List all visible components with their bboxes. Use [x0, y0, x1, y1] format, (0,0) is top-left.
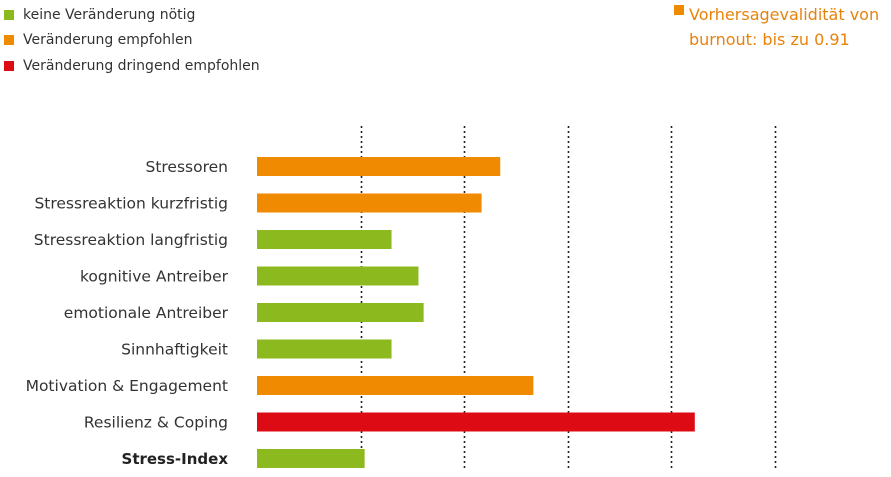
bar	[257, 266, 419, 286]
category-label: Motivation & Engagement	[26, 377, 228, 395]
legend-swatch	[4, 60, 14, 71]
category-label: Stress-Index	[122, 450, 229, 468]
category-label: Resilienz & Coping	[84, 414, 228, 432]
legend-item: keine Veränderung nötig	[4, 2, 260, 28]
category-label: kognitive Antreiber	[80, 268, 229, 286]
bar	[257, 449, 365, 468]
note-text: Vorhersagevalidität von burnout: bis zu …	[689, 5, 880, 49]
bar	[257, 230, 392, 249]
category-label: emotionale Antreiber	[64, 304, 229, 322]
legend-label: Veränderung empfohlen	[23, 32, 193, 49]
category-label: Stressreaktion kurzfristig	[34, 195, 228, 213]
legend-label: Veränderung dringend empfohlen	[23, 57, 260, 74]
bar	[257, 339, 392, 359]
category-label: Stressoren	[145, 158, 228, 176]
legend-item: Veränderung empfohlen	[4, 28, 260, 54]
note-swatch	[674, 5, 684, 15]
bar	[257, 376, 534, 395]
bar	[257, 412, 695, 432]
legend: keine Veränderung nötig Veränderung empfo…	[4, 2, 260, 79]
bar	[257, 157, 501, 176]
category-label: Stressreaktion langfristig	[34, 231, 228, 249]
legend-swatch	[4, 9, 14, 20]
bar	[257, 193, 482, 213]
legend-swatch	[4, 35, 14, 46]
legend-item: Veränderung dringend empfohlen	[4, 53, 260, 79]
validity-note: Vorhersagevalidität von burnout: bis zu …	[670, 2, 888, 52]
category-label: Sinnhaftigkeit	[121, 341, 228, 359]
legend-label: keine Veränderung nötig	[23, 6, 196, 23]
bar	[257, 303, 424, 322]
